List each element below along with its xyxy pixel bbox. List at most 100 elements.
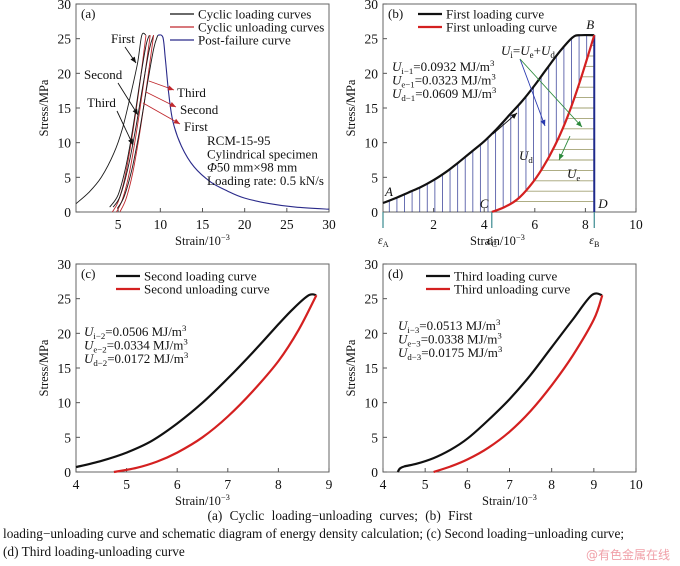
energy-value: Ui−3=0.0513 MJ/m3 [398,317,501,335]
series-second-loading [109,35,150,208]
y-axis-label: Stress/MPa [37,79,51,136]
region-label-ud: Ud [519,148,533,165]
y-tick-label: 0 [371,465,378,480]
series-third-loading-curve [396,292,603,473]
arrow-second-loading [117,82,139,116]
legend-label: Second loading curve [144,269,257,284]
x-tick-label: 9 [590,477,597,492]
arrow-third-loading-head [128,138,133,145]
y-tick-label: 10 [365,136,379,151]
x-axis-label: Strain/10−3 [470,232,525,248]
y-axis-label: Stress/MPa [344,339,358,396]
point-label-c: C [480,196,489,211]
legend-label: Cyclic loading curves [198,7,311,22]
y-tick-label: 15 [365,101,379,116]
y-tick-label: 30 [365,257,379,272]
panel-c: 0 5 10 15 20 25 30 4 5 6 7 8 9 Strain/10−3 Stress/MPa (… [37,257,333,508]
x-tick-label: 15 [196,217,210,232]
y-tick-label: 20 [58,66,72,81]
panel-d: 0 5 10 15 20 25 30 4 5 6 7 8 9 10 Strain/10−3 Stress/MP… [344,257,643,508]
series-first-unloading-curve [491,34,596,214]
strain-marker-b: εB [589,233,600,249]
arrow-third-unloading-head [167,85,174,91]
x-tick-label: 5 [123,477,130,492]
y-tick-label: 0 [64,205,71,220]
panel-label: (b) [388,6,403,21]
plot-frame [382,3,637,213]
energy-value: Ud−2=0.0172 MJ/m3 [84,350,189,368]
y-tick-label: 5 [64,170,71,185]
label-first-unloading: First [184,119,208,134]
x-tick-label: 7 [506,477,513,492]
y-tick-label: 30 [58,0,72,12]
panel-label: (a) [81,6,95,21]
specimen-info-line: Cylindrical specimen [207,146,318,161]
x-tick-label: 2 [430,217,437,232]
label-third-unloading: Third [177,85,206,100]
x-axis-label: Strain/10−3 [175,232,230,248]
arrow-second-loading-head [132,108,138,115]
label-first-loading: First [111,31,135,46]
series-third-unloading-curve [433,294,604,474]
y-tick-label: 25 [365,32,379,47]
y-tick-label: 0 [371,205,378,220]
energy-value: Ui−1=0.0932 MJ/m3 [392,58,495,76]
y-tick-label: 5 [64,430,71,445]
x-tick-label: 9 [326,477,333,492]
energy-value: Ue−3=0.0338 MJ/m3 [398,331,502,349]
arrow-first-unloading [142,102,181,125]
series-first-loading-curve [382,33,595,205]
arrow-first-unloading-head [173,118,180,124]
panel-a: 0 5 10 15 20 25 30 5 10 15 20 25 30 Strain/10−3 Stress… [37,0,336,248]
legend-label: Cyclic unloading curves [198,20,324,35]
x-tick-label: 7 [224,477,231,492]
energy-value: Ud−3=0.0175 MJ/m3 [398,344,503,362]
series-second-unloading-curve [113,294,318,474]
y-tick-label: 10 [58,396,72,411]
x-tick-label: 10 [154,217,168,232]
panel-label: (d) [388,266,403,281]
label-second-loading: Second [84,67,123,82]
legend-label: First loading curve [446,7,544,22]
x-tick-label: 10 [629,477,643,492]
arrow-loading-direction-head [510,113,517,119]
arrow-ud-head [540,119,546,126]
x-tick-label: 5 [115,217,122,232]
x-tick-label: 5 [422,477,429,492]
x-tick-label: 8 [275,477,282,492]
arrow-first-loading-head [130,56,136,63]
strain-marker-a: εA [378,233,389,249]
legend-label: First unloading curve [446,20,557,35]
legend-label: Second unloading curve [144,282,270,297]
energy-value: Ui−2=0.0506 MJ/m3 [84,323,187,341]
label-third-loading: Third [87,95,116,110]
panel-b: 0 5 10 15 20 25 30 2 4 6 8 10 Strain/10−3 Stress/MPa (… [344,0,643,249]
y-tick-label: 30 [58,257,72,272]
y-axis-label: Stress/MPa [37,339,51,396]
figure-caption-line-2: loading−unloading curve and schematic di… [3,526,625,541]
y-tick-label: 15 [365,361,379,376]
x-axis-label: Strain/10−3 [482,492,537,508]
x-tick-label: 4 [481,217,488,232]
point-label-a: A [384,184,393,199]
series-first-loading [75,32,147,205]
energy-value: Ue−2=0.0334 MJ/m3 [84,337,188,355]
x-tick-label: 4 [73,477,80,492]
specimen-info-line: Loading rate: 0.5 kN/s [207,173,324,188]
y-tick-label: 25 [58,292,72,307]
arrow-ud [519,58,546,127]
x-tick-label: 10 [629,217,643,232]
arrow-second-unloading-head [169,101,176,107]
x-tick-label: 8 [582,217,589,232]
y-tick-label: 15 [58,101,72,116]
arrow-ue-small-head [559,153,564,160]
point-label-d: D [597,196,608,211]
x-tick-label: 25 [280,217,294,232]
y-tick-label: 20 [365,326,379,341]
legend-label: Third loading curve [454,269,557,284]
y-tick-label: 5 [371,170,378,185]
series-final-loading [116,35,159,209]
x-axis-label: Strain/10−3 [175,492,230,508]
arrow-ue-head [576,120,582,127]
